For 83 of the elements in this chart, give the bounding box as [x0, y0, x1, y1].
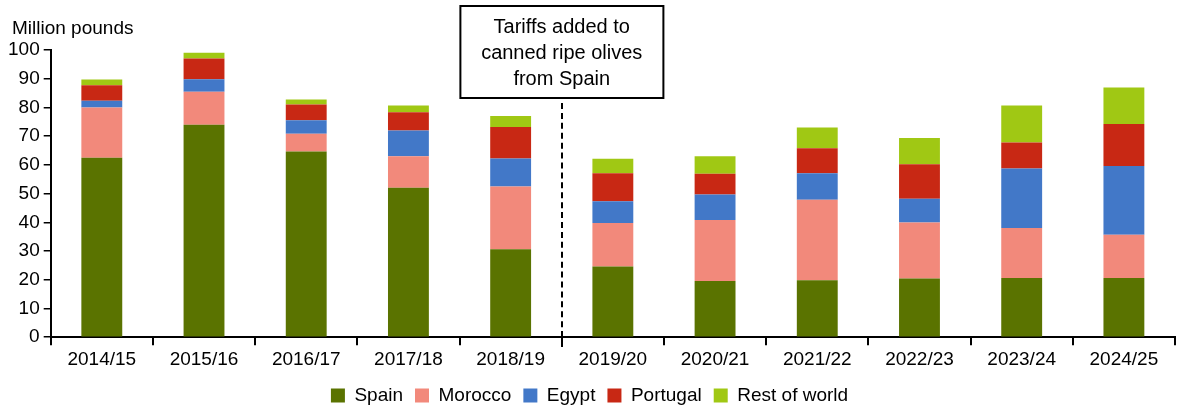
legend-label: Egypt	[546, 383, 597, 405]
bar	[285, 151, 327, 337]
bar	[183, 52, 225, 59]
bar	[387, 105, 429, 113]
x-tick-label: 2017/18	[374, 347, 443, 369]
bar	[1103, 166, 1145, 235]
y-axis-title: Million pounds	[12, 17, 134, 38]
y-tick-label: 20	[18, 267, 40, 289]
x-tick-label: 2021/22	[782, 347, 852, 369]
legend-label: Portugal	[630, 383, 702, 405]
bar	[1001, 278, 1043, 337]
x-tick-label: 2022/23	[885, 347, 954, 369]
x-tick-label: 2023/24	[987, 347, 1057, 369]
bar	[592, 201, 634, 223]
bar	[592, 266, 634, 337]
bar	[183, 58, 225, 80]
bar	[694, 173, 736, 195]
y-tick-label: 40	[18, 210, 40, 232]
x-tick-label: 2016/17	[271, 347, 341, 369]
bar	[387, 130, 429, 157]
bar	[592, 158, 634, 174]
bar	[183, 79, 225, 92]
bar	[285, 120, 327, 134]
bar	[81, 100, 123, 108]
legend-label: Rest of world	[737, 383, 849, 405]
bar	[1001, 168, 1043, 229]
bar	[899, 278, 940, 337]
bar	[490, 249, 532, 337]
bar	[81, 107, 123, 158]
bar	[285, 133, 327, 152]
bar	[796, 173, 838, 200]
x-tick-label: 2014/15	[67, 347, 137, 369]
bar	[796, 127, 838, 149]
x-tick-label: 2015/16	[169, 347, 239, 369]
bar	[1103, 278, 1145, 337]
bar	[490, 116, 532, 127]
x-tick-label: 2018/19	[476, 347, 545, 369]
bar	[796, 280, 838, 337]
bar	[694, 156, 736, 174]
y-tick-label: 0	[29, 325, 40, 347]
y-tick-label: 90	[18, 66, 40, 88]
bar	[81, 157, 123, 337]
bar	[694, 220, 736, 281]
y-tick-label: 100	[8, 38, 40, 60]
y-tick-label: 80	[18, 95, 40, 117]
bar	[899, 222, 940, 279]
bar	[490, 186, 532, 250]
bar	[81, 85, 123, 101]
bar	[285, 104, 327, 121]
legend-label: Spain	[354, 383, 404, 405]
bar	[490, 126, 532, 159]
bar	[285, 99, 327, 105]
bar	[1001, 228, 1043, 279]
bar	[183, 91, 225, 125]
bar	[694, 194, 736, 221]
bar	[1103, 87, 1145, 125]
bar	[183, 124, 225, 337]
bar	[899, 137, 940, 165]
bar	[387, 187, 429, 337]
y-tick-label: 60	[18, 153, 40, 175]
x-tick-label: 2020/21	[680, 347, 750, 369]
bar	[490, 158, 532, 187]
x-tick-label: 2019/20	[578, 347, 648, 369]
bar	[1001, 105, 1043, 143]
bar	[796, 148, 838, 174]
y-tick-label: 70	[18, 124, 40, 146]
bar	[1103, 124, 1145, 167]
bar	[592, 173, 634, 202]
bar	[1103, 234, 1145, 279]
bar	[899, 164, 940, 199]
bar	[694, 280, 736, 337]
y-tick-label: 10	[18, 296, 40, 318]
legend-label: Morocco	[438, 383, 512, 405]
bar	[796, 199, 838, 281]
y-tick-label: 50	[18, 181, 40, 203]
bar	[387, 112, 429, 131]
x-tick-label: 2024/25	[1089, 347, 1159, 369]
y-tick-label: 30	[18, 239, 40, 261]
bar	[899, 198, 940, 223]
bar	[1001, 142, 1043, 169]
bar	[592, 222, 634, 267]
bar	[387, 156, 429, 188]
note-box: Tariffs added to canned ripe olives from Spain	[459, 5, 665, 99]
